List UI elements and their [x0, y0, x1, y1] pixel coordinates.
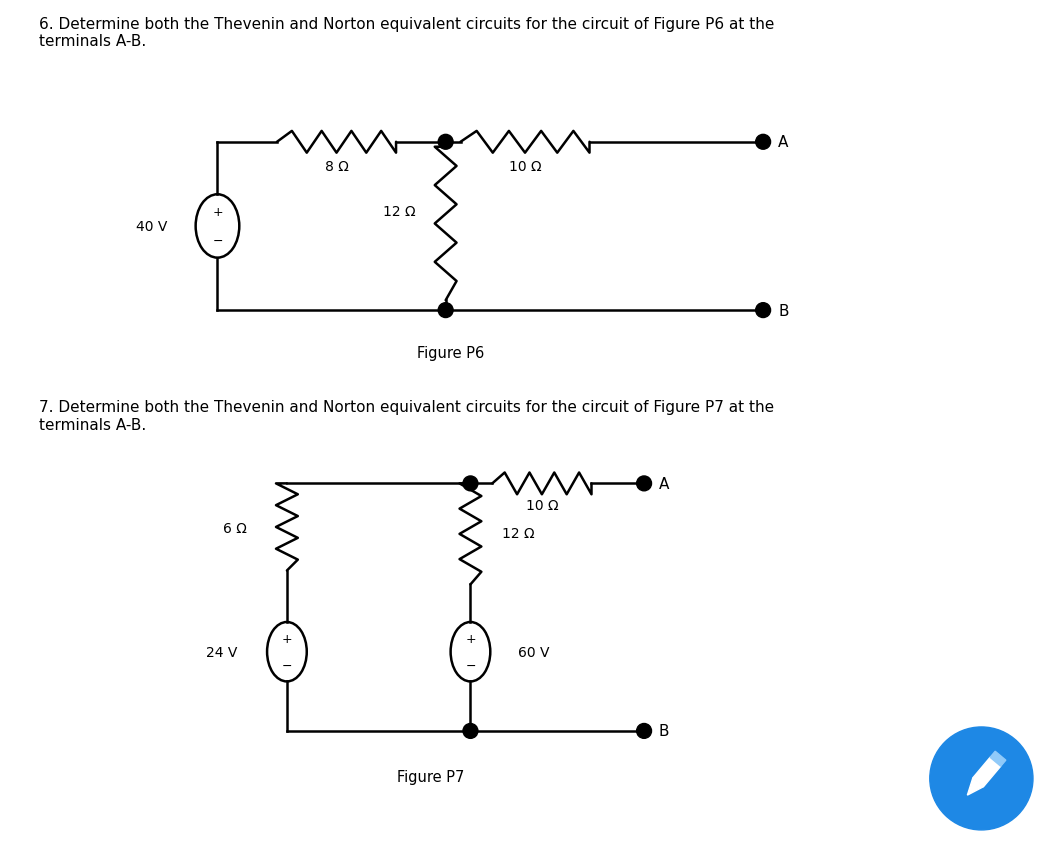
Text: 6. Determine both the Thevenin and Norton equivalent circuits for the circuit of: 6. Determine both the Thevenin and Norto… — [39, 17, 774, 50]
Text: 40 V: 40 V — [136, 219, 168, 234]
Text: +: + — [212, 206, 223, 219]
Text: 8 Ω: 8 Ω — [325, 160, 348, 173]
Circle shape — [438, 303, 453, 318]
Circle shape — [463, 476, 478, 491]
Polygon shape — [973, 757, 1001, 787]
Text: 12 Ω: 12 Ω — [383, 205, 416, 219]
Text: B: B — [659, 723, 670, 738]
Circle shape — [636, 723, 652, 738]
Polygon shape — [967, 778, 983, 795]
Text: 10 Ω: 10 Ω — [509, 160, 541, 173]
Text: Figure P7: Figure P7 — [397, 769, 464, 783]
Circle shape — [636, 476, 652, 491]
Circle shape — [438, 135, 453, 150]
Circle shape — [463, 723, 478, 738]
Circle shape — [755, 135, 770, 150]
Text: +: + — [465, 632, 476, 645]
Text: 12 Ω: 12 Ω — [502, 527, 535, 540]
Text: +: + — [282, 632, 292, 645]
Text: −: − — [465, 659, 476, 672]
Text: A: A — [659, 476, 669, 491]
Text: Figure P6: Figure P6 — [417, 345, 484, 360]
Text: 6 Ω: 6 Ω — [224, 522, 247, 535]
Text: 10 Ω: 10 Ω — [525, 499, 558, 512]
Text: B: B — [778, 303, 788, 318]
Circle shape — [929, 727, 1033, 830]
Text: A: A — [778, 135, 788, 150]
Text: −: − — [212, 235, 223, 247]
Text: 7. Determine both the Thevenin and Norton equivalent circuits for the circuit of: 7. Determine both the Thevenin and Norto… — [39, 400, 774, 432]
Text: 24 V: 24 V — [206, 645, 237, 659]
Text: −: − — [282, 659, 292, 672]
Circle shape — [755, 303, 770, 318]
Polygon shape — [990, 751, 1005, 766]
Text: 60 V: 60 V — [518, 645, 550, 659]
